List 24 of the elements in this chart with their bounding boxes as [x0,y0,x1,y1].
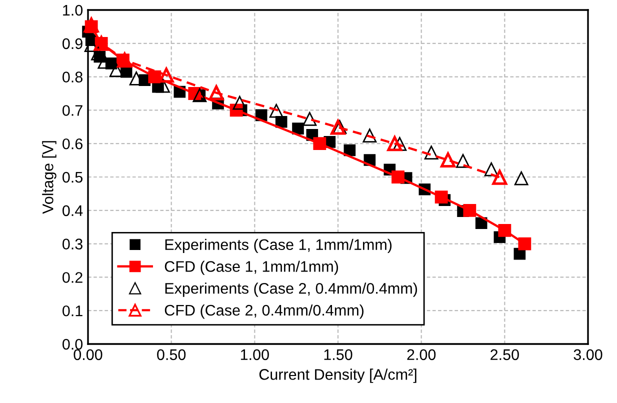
x-tick-label: 2.50 [490,349,519,360]
y-tick-label: 0.9 [62,38,82,50]
y-tick-label: 0.5 [62,172,82,183]
legend-label: Experiments (Case 1, 1mm/1mm) [165,238,392,254]
y-tick-label: 0.8 [62,72,82,82]
y-tick-label: 0.4 [62,205,83,216]
legend-label: CFD (Case 1, 1mm/1mm) [164,260,338,275]
y-tick-label: 0.6 [62,138,82,150]
x-tick-label: 0.50 [157,349,186,360]
y-axis-title: Voltage [V] [42,141,56,214]
x-tick-label: 1.00 [240,349,269,360]
y-tick-label: 0.0 [62,338,83,350]
x-tick-label: 1.50 [324,349,352,360]
legend-label: CFD (Case 2, 0.4mm/0.4mm) [164,304,364,319]
x-tick-label: 0.00 [74,349,102,360]
x-tick-label: 3.00 [574,349,602,360]
y-tick-label: 0.1 [62,305,82,316]
x-axis-title: Current Density [A/cm²] [259,368,416,383]
y-tick-label: 0.3 [62,238,82,250]
x-tick-label: 2.00 [407,349,436,360]
y-tick-label: 0.2 [62,272,82,283]
y-tick-label: 0.7 [62,105,82,116]
y-tick-label: 1.0 [63,4,83,16]
legend-label: Experiments (Case 2, 0.4mm/0.4mm) [165,282,418,297]
